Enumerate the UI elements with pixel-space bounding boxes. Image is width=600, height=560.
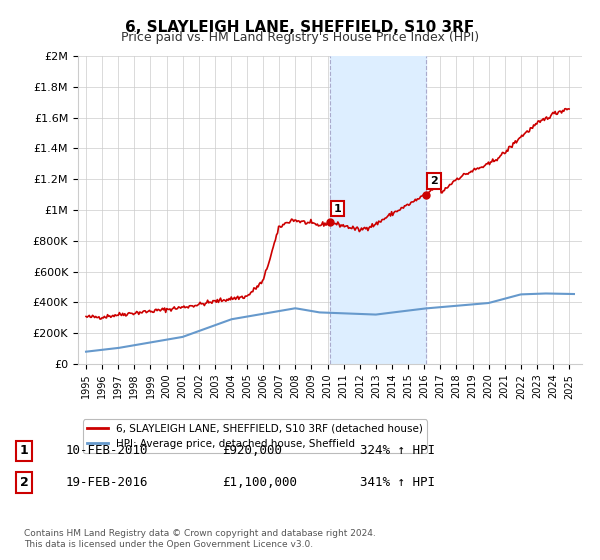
Text: 1: 1 <box>334 203 341 213</box>
Text: Contains HM Land Registry data © Crown copyright and database right 2024.
This d: Contains HM Land Registry data © Crown c… <box>24 529 376 549</box>
Text: 324% ↑ HPI: 324% ↑ HPI <box>360 444 435 458</box>
Text: 2: 2 <box>20 476 28 489</box>
Text: 19-FEB-2016: 19-FEB-2016 <box>66 476 149 489</box>
Text: 341% ↑ HPI: 341% ↑ HPI <box>360 476 435 489</box>
Legend: 6, SLAYLEIGH LANE, SHEFFIELD, S10 3RF (detached house), HPI: Average price, deta: 6, SLAYLEIGH LANE, SHEFFIELD, S10 3RF (d… <box>83 419 427 453</box>
Text: £920,000: £920,000 <box>222 444 282 458</box>
Bar <box>329 56 426 364</box>
Text: 6, SLAYLEIGH LANE, SHEFFIELD, S10 3RF: 6, SLAYLEIGH LANE, SHEFFIELD, S10 3RF <box>125 20 475 35</box>
Text: £1,100,000: £1,100,000 <box>222 476 297 489</box>
Text: Price paid vs. HM Land Registry's House Price Index (HPI): Price paid vs. HM Land Registry's House … <box>121 31 479 44</box>
Text: 1: 1 <box>20 444 28 458</box>
Text: 10-FEB-2010: 10-FEB-2010 <box>66 444 149 458</box>
Text: 2: 2 <box>430 176 438 186</box>
